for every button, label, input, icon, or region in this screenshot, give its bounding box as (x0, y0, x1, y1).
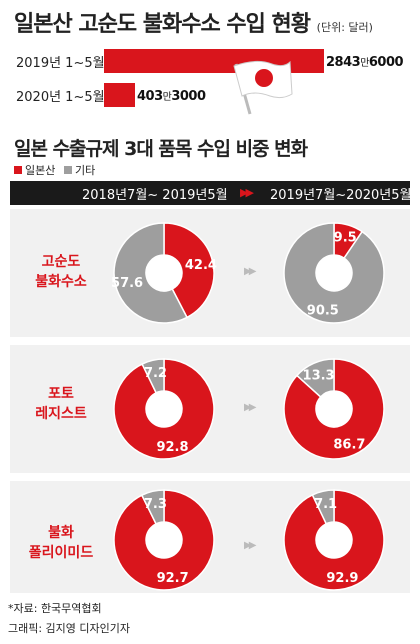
slice-value-label: 90.5 (307, 303, 339, 318)
slice-japan (113, 358, 215, 460)
donut-hole (146, 391, 182, 427)
slice-value-label: 57.6 (111, 276, 143, 291)
donut-hole (316, 522, 352, 558)
row-arrow-icon: ▶▶ (244, 266, 257, 277)
donut-hole (316, 391, 352, 427)
slice-japan (283, 358, 385, 460)
slice-other (140, 489, 165, 525)
slice-value-label: 9.5 (334, 231, 357, 246)
page-title: 일본산 고순도 불화수소 수입 현황 (단위: 달러) (14, 12, 373, 37)
credit-note: 그래픽: 김지영 디자인기자 (8, 622, 131, 635)
bar-value-2019: 2843만6000 (326, 55, 404, 70)
slice-japan (113, 489, 215, 591)
slice-value-label: 92.9 (326, 571, 358, 586)
slice-other (141, 358, 165, 394)
slice-other (283, 222, 385, 324)
legend-swatch-red (14, 166, 22, 174)
bar-label-2019: 2019년 1~5월 (16, 56, 105, 71)
row-label-hf: 고순도 불화수소 (35, 254, 87, 290)
slice-value-label: 92.8 (156, 440, 188, 455)
legend-other: 기타 (64, 162, 95, 178)
slice-japan (163, 222, 215, 319)
slice-value-label: 7.2 (144, 366, 167, 381)
period-after: 2019년7월~2020년5월 (270, 188, 412, 203)
row-arrow-icon: ▶▶ (244, 402, 257, 413)
unit-label: (단위: 달러) (316, 21, 373, 34)
row-arrow-icon: ▶▶ (244, 540, 257, 551)
slice-value-label: 13.3 (303, 368, 335, 383)
period-before: 2018년7월~ 2019년5월 (82, 188, 228, 203)
donut-hole (146, 522, 182, 558)
bar-value-2020: 403만3000 (137, 89, 206, 104)
row-label-polyimide: 불화 폴리이미드 (28, 525, 94, 561)
bar-2020 (104, 83, 135, 107)
period-arrow-icon: ▶▶ (240, 186, 254, 199)
slice-other (113, 222, 188, 324)
bar-label-2020: 2020년 1~5월 (16, 90, 105, 105)
legend-japan: 일본산 (14, 162, 55, 178)
slice-japan (283, 489, 385, 591)
slice-value-label: 86.7 (333, 438, 365, 453)
slice-value-label: 7.3 (144, 497, 167, 512)
source-note: *자료: 한국무역협회 (8, 602, 102, 615)
slice-other (295, 358, 335, 398)
slice-value-label: 92.7 (157, 571, 189, 586)
japan-flag-icon (233, 60, 293, 115)
legend-swatch-gray (64, 166, 72, 174)
slice-other (311, 489, 335, 525)
donut-hole (316, 255, 352, 291)
slice-value-label: 7.1 (314, 497, 337, 512)
slice-value-label: 42.4 (185, 258, 217, 273)
row-label-photoresist: 포토 레지스트 (35, 386, 87, 422)
section-title: 일본 수출규제 3대 품목 수입 비중 변화 (14, 138, 308, 160)
donut-hole (146, 255, 182, 291)
period-header-bar (10, 181, 410, 205)
